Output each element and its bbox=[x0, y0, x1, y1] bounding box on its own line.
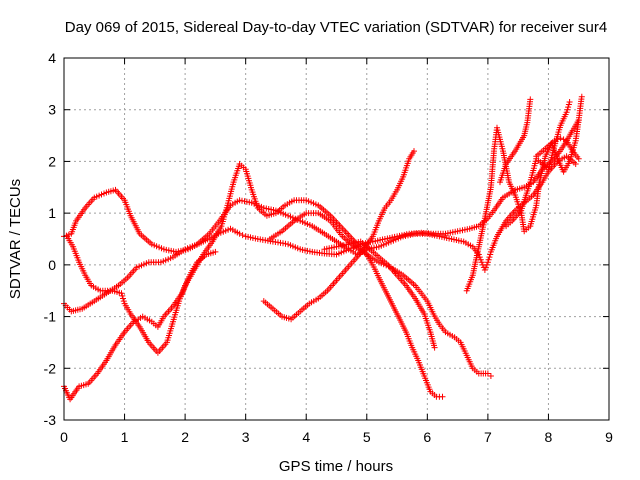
series-track-6 bbox=[266, 210, 446, 400]
data-point-marker bbox=[484, 259, 491, 266]
data-point-marker bbox=[554, 136, 561, 143]
series-track-7 bbox=[321, 238, 438, 351]
x-tick-label: 3 bbox=[242, 429, 250, 445]
data-point-marker bbox=[118, 290, 125, 297]
data-point-marker bbox=[481, 267, 488, 273]
x-tick-label: 1 bbox=[121, 429, 129, 445]
data-point-marker bbox=[119, 292, 126, 299]
data-point-marker bbox=[578, 93, 585, 100]
x-tick-label: 0 bbox=[60, 429, 68, 445]
y-axis-label: SDTVAR / TECUs bbox=[7, 179, 24, 299]
x-tick-label: 9 bbox=[605, 429, 613, 445]
data-point-marker bbox=[563, 109, 570, 116]
series-track-4 bbox=[64, 233, 219, 356]
series-track-8 bbox=[463, 93, 585, 294]
x-axis-label: GPS time / hours bbox=[279, 458, 393, 475]
y-tick-label: -3 bbox=[44, 412, 57, 428]
data-point-marker bbox=[483, 261, 490, 268]
y-tick-label: -1 bbox=[44, 309, 57, 325]
y-tick-label: 3 bbox=[48, 102, 56, 118]
y-tick-label: 2 bbox=[48, 153, 56, 169]
series-track-5 bbox=[260, 148, 417, 323]
data-point-marker bbox=[487, 373, 494, 379]
data-point-marker bbox=[212, 248, 219, 255]
y-tick-label: -2 bbox=[44, 360, 57, 376]
y-tick-label: 4 bbox=[48, 50, 56, 66]
x-tick-label: 8 bbox=[545, 429, 553, 445]
grid-lines bbox=[64, 58, 609, 420]
data-point-marker bbox=[557, 135, 564, 142]
x-tick-label: 7 bbox=[484, 429, 492, 445]
chart-title: Day 069 of 2015, Sidereal Day-to-day VTE… bbox=[65, 19, 607, 36]
series-track-9 bbox=[497, 96, 534, 186]
x-tick-label: 4 bbox=[302, 429, 310, 445]
data-point-marker bbox=[564, 106, 571, 113]
data-point-marker bbox=[120, 295, 126, 302]
data-point-marker bbox=[236, 230, 243, 237]
data-point-marker bbox=[527, 96, 534, 103]
data-point-marker bbox=[560, 136, 567, 143]
y-tick-label: 1 bbox=[48, 205, 56, 221]
data-point-marker bbox=[485, 256, 492, 263]
data-point-marker bbox=[565, 104, 572, 111]
data-series bbox=[61, 93, 585, 403]
data-point-marker bbox=[486, 254, 493, 261]
data-point-marker bbox=[478, 259, 485, 266]
data-point-marker bbox=[551, 137, 558, 144]
plot-frame bbox=[63, 57, 610, 421]
data-point-marker bbox=[566, 99, 573, 105]
data-point-marker bbox=[487, 251, 494, 258]
series-track-11 bbox=[533, 135, 582, 162]
x-tick-label: 2 bbox=[181, 429, 189, 445]
series-track-1 bbox=[61, 117, 582, 258]
axis-ticks: 0 1 2 3 4 5 6 7 8 9 -3 -2 -1 0 1 2 3 4 bbox=[44, 50, 614, 445]
y-tick-label: 0 bbox=[48, 257, 56, 273]
data-point-marker bbox=[431, 344, 438, 351]
data-point-marker bbox=[411, 148, 417, 155]
x-tick-label: 6 bbox=[423, 429, 431, 445]
x-tick-label: 5 bbox=[363, 429, 371, 445]
data-point-marker bbox=[575, 155, 582, 162]
data-point-marker bbox=[239, 232, 246, 239]
data-point-marker bbox=[439, 393, 446, 400]
data-point-marker bbox=[572, 161, 579, 167]
